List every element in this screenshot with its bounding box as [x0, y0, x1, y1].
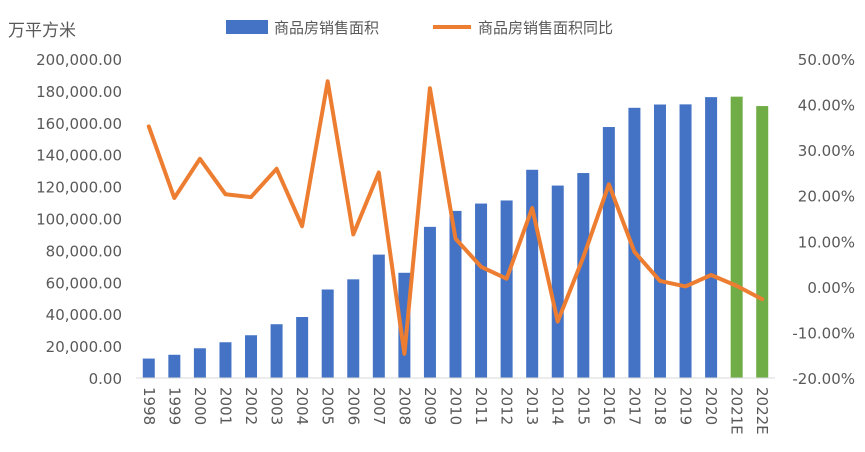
left-tick-label: 20,000.00 — [46, 338, 122, 356]
x-tick-label: 2021E — [728, 387, 746, 435]
bar — [680, 104, 692, 378]
legend-bar-label: 商品房销售面积 — [274, 19, 379, 37]
left-tick-label: 80,000.00 — [46, 242, 122, 260]
left-tick-label: 140,000.00 — [36, 147, 122, 165]
bar — [424, 227, 436, 378]
bar — [194, 348, 206, 378]
bar — [373, 255, 385, 378]
bar — [577, 173, 589, 378]
x-tick-label: 2017 — [625, 387, 643, 425]
x-tick-label: 1998 — [140, 387, 158, 425]
left-tick-label: 0.00 — [89, 370, 122, 388]
left-tick-label: 120,000.00 — [36, 179, 122, 197]
x-tick-label: 2003 — [268, 387, 286, 425]
x-tick-label: 2005 — [319, 387, 337, 425]
x-tick-label: 2009 — [421, 387, 439, 425]
bar — [475, 204, 487, 378]
right-tick-label: 50.00% — [798, 51, 855, 69]
bar — [654, 105, 666, 378]
bar — [756, 106, 768, 378]
left-tick-label: 100,000.00 — [36, 211, 122, 229]
left-axis-ticks: 0.00 20,000.00 40,000.00 60,000.00 80,000.00… — [36, 51, 122, 388]
x-tick-label: 2002 — [242, 387, 260, 425]
x-axis-labels: 1998 1999 2000 2001 2002 2003 2004 2005 2006 2007… — [140, 387, 771, 435]
right-tick-label: 0.00% — [807, 279, 855, 297]
x-tick-label: 2007 — [370, 387, 388, 425]
bar — [143, 359, 155, 378]
right-tick-label: 20.00% — [798, 188, 855, 206]
bar — [322, 289, 334, 378]
legend-line-label: 商品房销售面积同比 — [478, 19, 613, 37]
x-tick-label: 2016 — [600, 387, 618, 425]
right-tick-label: 10.00% — [798, 233, 855, 251]
x-tick-label: 2008 — [395, 387, 413, 425]
y-axis-unit-label: 万平方米 — [8, 21, 76, 41]
x-tick-label: 2018 — [651, 387, 669, 425]
x-tick-label: 2019 — [677, 387, 695, 425]
bar — [731, 97, 743, 378]
x-tick-label: 2010 — [447, 387, 465, 425]
x-tick-label: 2022E — [753, 387, 771, 435]
x-tick-label: 2020 — [702, 387, 720, 425]
bar — [271, 324, 283, 378]
x-tick-label: 2006 — [344, 387, 362, 425]
legend-bar-swatch — [226, 20, 268, 34]
bar — [552, 186, 564, 378]
legend: 商品房销售面积 商品房销售面积同比 — [226, 19, 613, 37]
x-tick-label: 2014 — [549, 387, 567, 425]
bar — [603, 127, 615, 378]
bar — [296, 317, 308, 378]
x-tick-label: 2011 — [472, 387, 490, 425]
left-tick-label: 60,000.00 — [46, 274, 122, 292]
bar — [219, 342, 231, 378]
x-tick-label: 2012 — [498, 387, 516, 425]
bar — [168, 355, 180, 378]
bar — [526, 170, 538, 378]
x-tick-label: 2013 — [523, 387, 541, 425]
x-tick-label: 2000 — [191, 387, 209, 425]
left-tick-label: 40,000.00 — [46, 306, 122, 324]
x-tick-label: 2015 — [574, 387, 592, 425]
right-tick-label: 30.00% — [798, 142, 855, 160]
x-tick-label: 2001 — [216, 387, 234, 425]
bar — [501, 200, 513, 378]
right-tick-label: -10.00% — [792, 324, 855, 342]
left-tick-label: 180,000.00 — [36, 83, 122, 101]
left-tick-label: 200,000.00 — [36, 51, 122, 69]
right-tick-label: 40.00% — [798, 97, 855, 115]
left-tick-label: 160,000.00 — [36, 115, 122, 133]
x-tick-label: 2004 — [293, 387, 311, 425]
bar — [705, 97, 717, 378]
bar — [245, 335, 257, 378]
right-axis-ticks: -20.00% -10.00% 0.00% 10.00% 20.00% 30.00% 40.… — [792, 51, 855, 388]
bar — [347, 279, 359, 378]
x-tick-label: 1999 — [165, 387, 183, 425]
right-tick-label: -20.00% — [792, 370, 855, 388]
